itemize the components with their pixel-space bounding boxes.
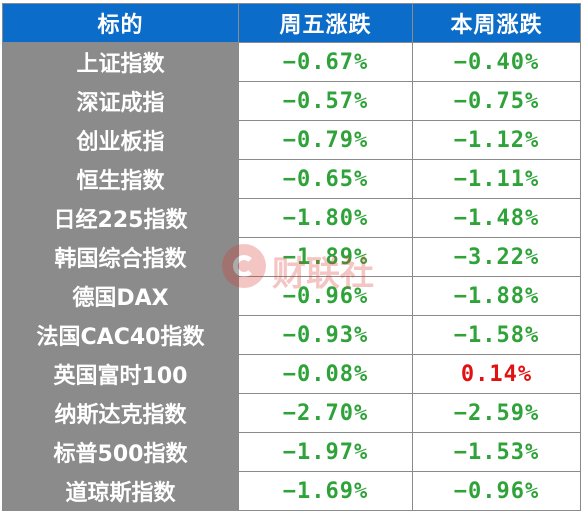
weekly-change: −0.75%: [412, 81, 581, 121]
index-name: 日经225指数: [2, 198, 239, 238]
friday-change: −0.08%: [238, 354, 413, 394]
weekly-change: −1.48%: [412, 198, 581, 238]
index-name: 上证指数: [2, 42, 239, 82]
weekly-change: −1.88%: [412, 276, 581, 316]
friday-change: −0.93%: [238, 315, 413, 355]
friday-change: −0.67%: [238, 42, 413, 82]
header-row: 标的 周五涨跌 本周涨跌: [2, 3, 581, 43]
weekly-change: 0.14%: [412, 354, 581, 394]
table-row: 道琼斯指数 −1.69% −0.96%: [2, 471, 581, 511]
weekly-change: −3.22%: [412, 237, 581, 277]
friday-change: −0.96%: [238, 276, 413, 316]
index-name: 深证成指: [2, 81, 239, 121]
friday-change: −2.70%: [238, 393, 413, 433]
index-name: 韩国综合指数: [2, 237, 239, 277]
weekly-change: −1.12%: [412, 120, 581, 160]
friday-change: −0.57%: [238, 81, 413, 121]
friday-change: −1.69%: [238, 471, 413, 511]
weekly-change: −1.58%: [412, 315, 581, 355]
friday-change: −0.79%: [238, 120, 413, 160]
table-row: 深证成指 −0.57% −0.75%: [2, 81, 581, 121]
index-name: 道琼斯指数: [2, 471, 239, 511]
table-row: 标普500指数 −1.97% −1.53%: [2, 432, 581, 472]
header-weekly-change: 本周涨跌: [412, 3, 581, 43]
table-row: 德国DAX −0.96% −1.88%: [2, 276, 581, 316]
index-performance-table: 标的 周五涨跌 本周涨跌 上证指数 −0.67% −0.40% 深证成指 −0.…: [2, 3, 581, 511]
table-row: 法国CAC40指数 −0.93% −1.58%: [2, 315, 581, 355]
table-row: 日经225指数 −1.80% −1.48%: [2, 198, 581, 238]
weekly-change: −0.96%: [412, 471, 581, 511]
table-row: 恒生指数 −0.65% −1.11%: [2, 159, 581, 199]
table-row: 上证指数 −0.67% −0.40%: [2, 42, 581, 82]
weekly-change: −2.59%: [412, 393, 581, 433]
header-target: 标的: [2, 3, 239, 43]
friday-change: −1.97%: [238, 432, 413, 472]
index-name: 英国富时100: [2, 354, 239, 394]
index-name: 德国DAX: [2, 276, 239, 316]
index-name: 纳斯达克指数: [2, 393, 239, 433]
table-row: 创业板指 −0.79% −1.12%: [2, 120, 581, 160]
table-row: 英国富时100 −0.08% 0.14%: [2, 354, 581, 394]
weekly-change: −1.11%: [412, 159, 581, 199]
index-name: 创业板指: [2, 120, 239, 160]
header-friday-change: 周五涨跌: [238, 3, 413, 43]
weekly-change: −1.53%: [412, 432, 581, 472]
index-name: 恒生指数: [2, 159, 239, 199]
weekly-change: −0.40%: [412, 42, 581, 82]
friday-change: −0.65%: [238, 159, 413, 199]
index-name: 法国CAC40指数: [2, 315, 239, 355]
index-name: 标普500指数: [2, 432, 239, 472]
table-row: 韩国综合指数 −1.89% −3.22%: [2, 237, 581, 277]
friday-change: −1.80%: [238, 198, 413, 238]
friday-change: −1.89%: [238, 237, 413, 277]
table-row: 纳斯达克指数 −2.70% −2.59%: [2, 393, 581, 433]
